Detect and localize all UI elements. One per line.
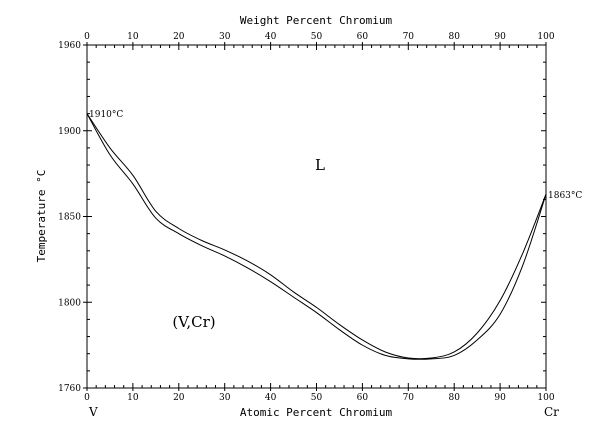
y-tick-label: 1850 — [58, 213, 81, 223]
solidus-curve — [86, 113, 547, 360]
x-tick-label-top: 20 — [173, 32, 185, 42]
x-tick-label-top: 40 — [265, 32, 277, 42]
x-tick-label-bottom: 10 — [127, 393, 139, 403]
y-tick-label: 1900 — [58, 127, 81, 137]
x-tick-label-top: 0 — [84, 32, 90, 42]
x-tick-label-top: 60 — [357, 32, 369, 42]
x-tick-label-bottom: 60 — [357, 393, 369, 403]
x-tick-label-top: 10 — [127, 32, 139, 42]
x-tick-label-bottom: 80 — [448, 393, 460, 403]
y-axis-title: Temperature °C — [35, 170, 48, 263]
x-tick-label-bottom: 100 — [537, 393, 554, 403]
annotation-cr-melting: 1863°C — [548, 191, 582, 201]
x-tick-label-bottom: 30 — [219, 393, 231, 403]
x-tick-label-top: 90 — [494, 32, 506, 42]
bottom-axis-title: Atomic Percent Chromium — [240, 406, 393, 419]
x-tick-label-bottom: 0 — [84, 393, 90, 403]
x-tick-label-bottom: 70 — [403, 393, 415, 403]
element-label-v: V — [88, 405, 98, 419]
y-tick-label: 1760 — [58, 384, 81, 394]
y-tick-label: 1800 — [58, 298, 81, 308]
region-label-solid: (V,Cr) — [172, 313, 215, 331]
x-tick-label-top: 100 — [537, 32, 554, 42]
annotation-v-melting: 1910°C — [89, 110, 123, 120]
curves — [86, 113, 547, 360]
tick-marks — [83, 42, 547, 391]
x-tick-label-bottom: 40 — [265, 393, 277, 403]
plot-frame — [86, 44, 547, 389]
x-tick-label-top: 30 — [219, 32, 231, 42]
tick-labels: 0 0 10 10 20 20 30 30 40 40 50 50 60 60 70 70 80 80 90 90 10… — [58, 32, 555, 403]
x-tick-label-top: 70 — [403, 32, 415, 42]
top-axis-title: Weight Percent Chromium — [240, 14, 393, 27]
x-tick-label-bottom: 90 — [494, 393, 506, 403]
x-tick-label-bottom: 50 — [311, 393, 323, 403]
y-tick-label: 1960 — [58, 41, 81, 51]
x-tick-label-top: 80 — [448, 32, 460, 42]
region-label-liquid: L — [315, 156, 325, 174]
x-tick-label-bottom: 20 — [173, 393, 185, 403]
element-label-cr: Cr — [544, 405, 559, 419]
liquidus-curve — [86, 113, 547, 360]
x-tick-label-top: 50 — [311, 32, 323, 42]
